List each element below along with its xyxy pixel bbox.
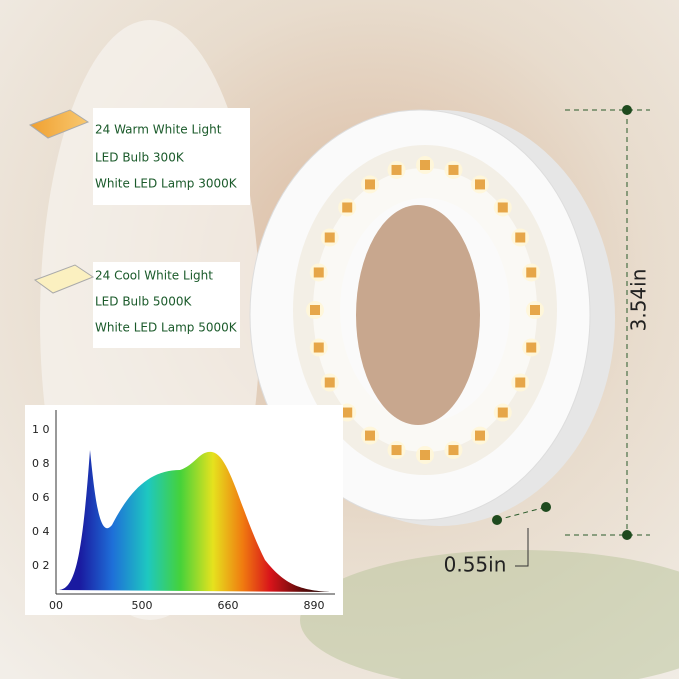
led (420, 160, 430, 170)
y-tick-label: 1 0 (32, 423, 50, 436)
led (342, 202, 353, 213)
led (448, 164, 459, 175)
y-tick-label: 0 8 (32, 457, 50, 470)
led (391, 164, 402, 175)
label-line: White LED Lamp 3000K (95, 177, 238, 191)
blur (300, 550, 679, 683)
led (365, 179, 375, 190)
led (448, 445, 459, 456)
label-line: LED Bulb 300K (95, 151, 185, 165)
led (497, 202, 508, 213)
led (530, 305, 540, 315)
x-tick-label: 660 (218, 599, 239, 612)
led (526, 267, 537, 278)
led (475, 430, 485, 441)
dimension-dots (492, 105, 632, 540)
label-box (93, 108, 250, 205)
led (475, 179, 485, 190)
led (391, 445, 402, 456)
label-title: 24 Warm White Light (95, 123, 222, 137)
led (324, 232, 335, 243)
led (365, 430, 375, 441)
led (310, 305, 320, 315)
led (515, 232, 526, 243)
leader (515, 528, 529, 567)
led (313, 342, 324, 353)
dimension-lines (496, 109, 650, 536)
y-tick-label: 0 4 (32, 525, 50, 538)
label-line: LED Bulb 5000K (95, 295, 192, 309)
led (526, 342, 537, 353)
led (324, 377, 335, 388)
led (420, 450, 430, 460)
led (515, 377, 526, 388)
x-tick-label: 00 (49, 599, 63, 612)
cool-chip (33, 264, 95, 294)
label-line: White LED Lamp 5000K (95, 321, 238, 335)
x-tick-label: 890 (304, 599, 325, 612)
led (313, 267, 324, 278)
warm-chip (28, 109, 90, 139)
led (342, 407, 353, 418)
y-tick-label: 0 6 (32, 491, 50, 504)
height-label: 3.54in (627, 269, 651, 332)
ring-light (249, 109, 615, 526)
spectrum-curve (58, 450, 330, 592)
depth-label: 0.55in (444, 553, 507, 577)
label-box (93, 262, 240, 348)
y-tick-label: 0 2 (32, 559, 50, 572)
x-tick-label: 500 (132, 599, 153, 612)
label-title: 24 Cool White Light (95, 269, 213, 283)
led (497, 407, 508, 418)
